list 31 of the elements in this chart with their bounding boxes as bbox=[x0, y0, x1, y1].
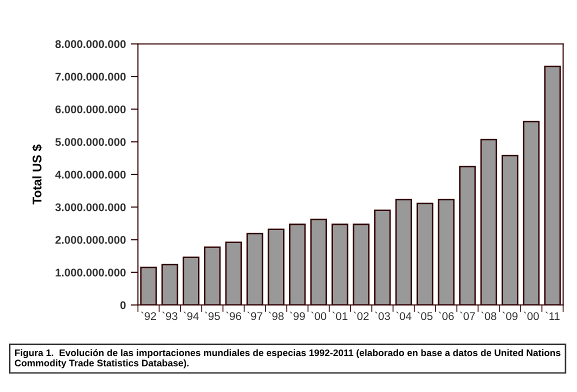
y-tick-label: 2.000.000.000 bbox=[55, 236, 126, 244]
x-tick-label: `01 bbox=[332, 312, 348, 320]
x-tick-label: `96 bbox=[226, 312, 242, 320]
x-tick-label: `00 bbox=[311, 312, 326, 320]
x-tick-label: `07 bbox=[460, 312, 475, 320]
x-tick-label: `09 bbox=[502, 312, 518, 320]
x-tick-label: `98 bbox=[268, 312, 284, 320]
x-tick-label: `05 bbox=[417, 312, 433, 320]
x-tick-label: `99 bbox=[290, 312, 305, 320]
x-tick-label: `08 bbox=[481, 312, 496, 320]
y-tick-label: 6.000.000.000 bbox=[55, 105, 126, 114]
y-tick-label: 5.000.000.000 bbox=[55, 138, 126, 146]
y-tick-label: 8.000.000.000 bbox=[55, 40, 126, 48]
y-tick-label: 4.000.000.000 bbox=[55, 170, 126, 179]
y-tick-label: 7.000.000.000 bbox=[56, 72, 126, 81]
x-tick-label: `00 bbox=[524, 312, 539, 320]
x-tick-label: `11 bbox=[545, 312, 560, 320]
x-tick-label: `02 bbox=[354, 312, 369, 320]
x-tick-label: `93 bbox=[162, 312, 178, 320]
y-tick-label: 1.000.000.000 bbox=[56, 268, 126, 276]
y-tick-label: 0 bbox=[120, 301, 126, 310]
y-tick-label: 3.000.000.000 bbox=[55, 203, 126, 212]
x-tick-label: `95 bbox=[204, 312, 220, 320]
x-tick-label: `06 bbox=[438, 312, 454, 320]
y-axis-title: Total US $ bbox=[32, 144, 42, 204]
text: Figura 1. Evolución de las importaciones mundiales de especias 1992-2011 (elaborado en base a datos de United Nations Commodity Trade Statistics Database). bbox=[14, 349, 560, 368]
x-tick-label: `94 bbox=[184, 312, 199, 320]
x-tick-label: `97 bbox=[247, 312, 262, 320]
x-tick-label: `03 bbox=[374, 312, 390, 320]
x-tick-label: `04 bbox=[396, 312, 412, 320]
x-tick-label: `92 bbox=[141, 312, 156, 320]
